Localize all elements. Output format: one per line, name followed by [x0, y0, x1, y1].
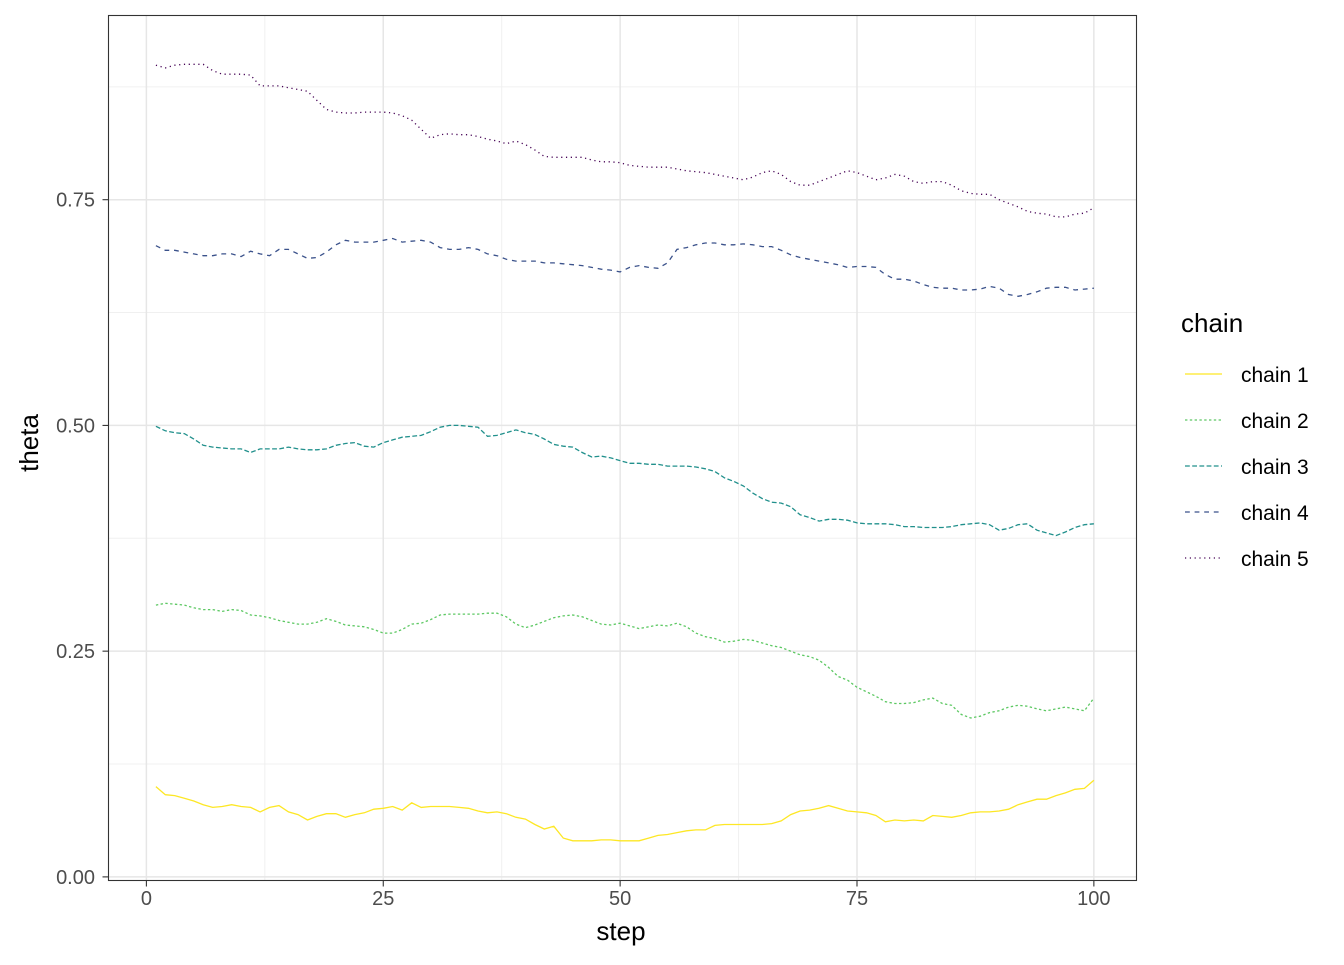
legend-title: chain — [1181, 308, 1243, 338]
x-tick-label: 75 — [846, 888, 868, 910]
legend: chain chain 1 chain 2 chain 3 chain 4 chain … — [1181, 308, 1309, 571]
axes: 0 25 50 75 100 0.00 0.25 0.50 0.75 — [56, 190, 1110, 910]
x-tick-label: 50 — [609, 888, 631, 910]
panel-border — [107, 14, 1138, 882]
x-tick-label: 100 — [1077, 888, 1110, 910]
legend-label-chain-1: chain 1 — [1241, 364, 1309, 387]
series-line-chain-2 — [155, 602, 1095, 719]
x-axis-title: step — [596, 916, 645, 946]
y-tick-label: 0.75 — [56, 190, 95, 212]
x-tick-label: 25 — [372, 888, 394, 910]
x-tick-label: 0 — [141, 888, 152, 910]
legend-label-chain-4: chain 4 — [1241, 502, 1309, 525]
y-tick-label: 0.00 — [56, 867, 95, 889]
series-lines — [155, 63, 1095, 842]
series-line-chain-1 — [155, 779, 1095, 842]
y-tick-label: 0.50 — [56, 415, 95, 437]
series-line-chain-4 — [155, 237, 1094, 297]
grid — [108, 15, 1137, 881]
series-line-chain-3 — [155, 424, 1094, 537]
legend-label-chain-3: chain 3 — [1241, 456, 1309, 479]
y-axis-title: theta — [14, 414, 44, 472]
y-tick-label: 0.25 — [56, 641, 95, 663]
legend-label-chain-2: chain 2 — [1241, 410, 1309, 433]
legend-label-chain-5: chain 5 — [1241, 548, 1309, 571]
